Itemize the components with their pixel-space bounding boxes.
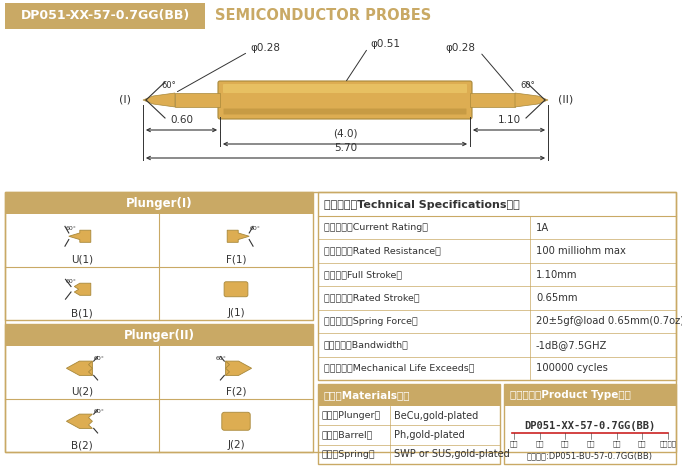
Polygon shape bbox=[226, 361, 252, 376]
Text: 满行程（Full Stroke）: 满行程（Full Stroke） bbox=[324, 270, 402, 279]
Text: 额定弹力（Spring Force）: 额定弹力（Spring Force） bbox=[324, 317, 418, 326]
Bar bbox=[470, 93, 515, 107]
Text: F(1): F(1) bbox=[226, 255, 246, 265]
Text: (4.0): (4.0) bbox=[333, 129, 357, 139]
Text: F(2): F(2) bbox=[226, 387, 246, 397]
Text: 技术要求（Technical Specifications）：: 技术要求（Technical Specifications）： bbox=[324, 200, 520, 210]
Text: 60°: 60° bbox=[520, 81, 535, 90]
Bar bbox=[5, 192, 676, 452]
Text: 订购举例:DP051-BU-57-0.7GG(BB): 订购举例:DP051-BU-57-0.7GG(BB) bbox=[527, 452, 653, 461]
FancyBboxPatch shape bbox=[224, 109, 466, 115]
Text: 60°: 60° bbox=[93, 356, 104, 361]
FancyBboxPatch shape bbox=[224, 282, 248, 297]
Bar bbox=[5, 324, 313, 452]
Text: DP051-XX-57-0.7GG(BB): DP051-XX-57-0.7GG(BB) bbox=[20, 9, 190, 23]
Bar bbox=[5, 192, 313, 320]
Text: 60°: 60° bbox=[249, 226, 260, 231]
Text: (II): (II) bbox=[559, 95, 574, 105]
Text: 针头（Plunger）: 针头（Plunger） bbox=[322, 411, 381, 420]
Text: 60°: 60° bbox=[161, 81, 176, 90]
Text: -1dB@7.5GHZ: -1dB@7.5GHZ bbox=[536, 340, 608, 350]
Bar bbox=[5, 324, 313, 346]
Text: 0.65mm: 0.65mm bbox=[536, 293, 578, 303]
Text: B(2): B(2) bbox=[71, 440, 93, 450]
Text: φ0.28: φ0.28 bbox=[445, 43, 475, 53]
Bar bbox=[504, 384, 676, 464]
Text: 频率带宽（Bandwidth）: 频率带宽（Bandwidth） bbox=[324, 340, 409, 349]
Polygon shape bbox=[66, 361, 92, 376]
FancyBboxPatch shape bbox=[223, 84, 467, 93]
Text: 针头材质: 针头材质 bbox=[659, 441, 677, 447]
Text: 60°: 60° bbox=[216, 356, 226, 361]
Text: B(1): B(1) bbox=[71, 308, 93, 318]
Text: Plunger(II): Plunger(II) bbox=[123, 329, 194, 342]
Text: 5.70: 5.70 bbox=[334, 143, 357, 153]
Text: BeCu,gold-plated: BeCu,gold-plated bbox=[394, 411, 478, 421]
Text: U(2): U(2) bbox=[71, 387, 93, 397]
Bar bbox=[5, 192, 313, 214]
Text: 额定行程（Rated Stroke）: 额定行程（Rated Stroke） bbox=[324, 293, 419, 303]
Polygon shape bbox=[66, 414, 92, 429]
Bar bbox=[5, 3, 205, 29]
Bar bbox=[318, 192, 676, 380]
Text: 1.10: 1.10 bbox=[497, 115, 520, 125]
Text: 测试寿命（Mechanical Life Exceeds）: 测试寿命（Mechanical Life Exceeds） bbox=[324, 364, 475, 373]
Text: φ0.28: φ0.28 bbox=[250, 43, 280, 53]
Text: 规格: 规格 bbox=[535, 441, 544, 447]
Text: 100 milliohm max: 100 milliohm max bbox=[536, 246, 626, 256]
Text: 系列: 系列 bbox=[509, 441, 518, 447]
Polygon shape bbox=[143, 93, 175, 107]
Text: 60°: 60° bbox=[93, 409, 104, 414]
Polygon shape bbox=[227, 230, 249, 243]
Bar bbox=[504, 384, 676, 406]
Text: 弹力: 弹力 bbox=[612, 441, 621, 447]
Text: 额定电阔（Rated Resistance）: 额定电阔（Rated Resistance） bbox=[324, 247, 441, 256]
Text: 1.10mm: 1.10mm bbox=[536, 270, 578, 280]
Text: J(2): J(2) bbox=[227, 440, 245, 450]
Polygon shape bbox=[515, 93, 548, 107]
Text: (I): (I) bbox=[119, 95, 131, 105]
Text: Plunger(I): Plunger(I) bbox=[125, 196, 192, 210]
Text: 成品型号（Product Type）：: 成品型号（Product Type）： bbox=[510, 390, 631, 400]
FancyBboxPatch shape bbox=[222, 412, 250, 430]
Bar bbox=[318, 384, 500, 406]
Text: U(1): U(1) bbox=[71, 255, 93, 265]
Text: 20±5gf@load 0.65mm(0.7oz): 20±5gf@load 0.65mm(0.7oz) bbox=[536, 316, 682, 327]
Text: 0.60: 0.60 bbox=[170, 115, 193, 125]
Text: 材质（Materials）：: 材质（Materials）： bbox=[324, 390, 411, 400]
Text: 针管（Barrel）: 针管（Barrel） bbox=[322, 431, 373, 439]
FancyBboxPatch shape bbox=[218, 81, 472, 119]
Text: J(1): J(1) bbox=[227, 308, 245, 318]
Text: SWP or SUS,gold-plated: SWP or SUS,gold-plated bbox=[394, 449, 509, 459]
Text: 60°: 60° bbox=[66, 226, 77, 231]
Bar bbox=[175, 93, 220, 107]
Text: 60°: 60° bbox=[66, 279, 77, 284]
Text: 100000 cycles: 100000 cycles bbox=[536, 363, 608, 373]
Text: Ph,gold-plated: Ph,gold-plated bbox=[394, 430, 464, 440]
Text: φ0.51: φ0.51 bbox=[370, 39, 400, 49]
Text: 弹簧（Spring）: 弹簧（Spring） bbox=[322, 450, 376, 459]
Text: SEMICONDUCTOR PROBES: SEMICONDUCTOR PROBES bbox=[215, 8, 431, 24]
Polygon shape bbox=[74, 283, 91, 295]
Bar bbox=[318, 384, 500, 464]
Text: 额定电流（Current Rating）: 额定电流（Current Rating） bbox=[324, 223, 428, 232]
Text: 总长: 总长 bbox=[587, 441, 595, 447]
Text: 头型: 头型 bbox=[561, 441, 569, 447]
Text: 镀金: 镀金 bbox=[638, 441, 647, 447]
Text: DP051-XX-57-0.7GG(BB): DP051-XX-57-0.7GG(BB) bbox=[524, 421, 655, 431]
Polygon shape bbox=[69, 230, 91, 243]
Text: 1A: 1A bbox=[536, 223, 549, 233]
